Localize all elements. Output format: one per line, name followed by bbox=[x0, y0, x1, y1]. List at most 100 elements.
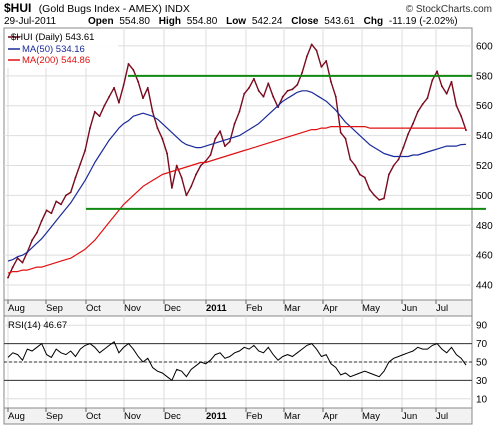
high-value: 554.80 bbox=[187, 16, 218, 27]
x-tick-label: Aug bbox=[8, 303, 25, 314]
chg-value: -11.19 (-2.02%) bbox=[389, 16, 458, 27]
price-point bbox=[146, 86, 149, 89]
price-point bbox=[7, 276, 9, 279]
price-point bbox=[354, 164, 356, 167]
price-point bbox=[84, 149, 86, 152]
price-point bbox=[301, 71, 303, 74]
price-point bbox=[180, 176, 183, 179]
price-point bbox=[40, 219, 43, 222]
x-tick-label: Nov bbox=[124, 303, 141, 314]
price-point bbox=[74, 176, 77, 179]
price-point bbox=[45, 209, 48, 212]
price-point bbox=[11, 266, 14, 268]
price-point bbox=[55, 200, 58, 203]
x-tick-label: Mar bbox=[284, 303, 300, 314]
price-point bbox=[190, 185, 193, 188]
price-y-tick-label: 560 bbox=[476, 101, 493, 112]
price-point bbox=[142, 97, 144, 100]
bottom-x-axis: Aug Sep Oct Nov Dec 2011 Feb Mar Apr May Jun Jul bbox=[7, 408, 448, 422]
price-point bbox=[79, 163, 82, 165]
price-y-tick-label: 580 bbox=[476, 71, 493, 82]
price-y-tick-label: 440 bbox=[476, 281, 493, 292]
x-tick-label: Apr bbox=[323, 303, 338, 314]
price-point bbox=[171, 187, 173, 189]
ohlc-line: 29-Jul-2011 Open 554.80 High 554.80 Low … bbox=[4, 16, 458, 27]
price-point bbox=[402, 146, 405, 149]
price-point bbox=[103, 104, 106, 107]
low-label: Low bbox=[226, 16, 246, 27]
price-point bbox=[204, 160, 207, 162]
price-point bbox=[344, 137, 347, 140]
price-point bbox=[281, 95, 284, 98]
x-tick-label: Oct bbox=[86, 303, 101, 314]
open-value: 554.80 bbox=[119, 16, 150, 27]
price-point bbox=[151, 110, 154, 113]
x-tick-label: Mar bbox=[284, 411, 300, 422]
price-point bbox=[465, 129, 467, 132]
price-point bbox=[368, 188, 371, 191]
rsi-line bbox=[7, 341, 467, 382]
price-point bbox=[373, 194, 376, 197]
rsi-y-tick-label: 70 bbox=[476, 339, 488, 350]
price-point bbox=[306, 55, 308, 58]
legend: $HUI (Daily) 543.61 MA(50) 534.16 MA(200… bbox=[8, 32, 94, 66]
price-point bbox=[286, 89, 289, 92]
symbol-title: $HUI (Gold Bugs Index - AMEX) INDX bbox=[4, 1, 190, 15]
x-tick-label: Jul bbox=[436, 303, 448, 314]
price-point bbox=[431, 79, 434, 82]
date-value: 29-Jul-2011 bbox=[4, 16, 57, 27]
index-name: (Gold Bugs Index - AMEX) INDX bbox=[39, 3, 190, 15]
price-point bbox=[137, 80, 140, 83]
symbol-label: $HUI bbox=[4, 1, 31, 15]
price-point bbox=[243, 92, 246, 95]
legend-price-label: $HUI (Daily) 543.61 bbox=[11, 32, 94, 43]
price-point bbox=[421, 103, 424, 106]
price-point bbox=[334, 95, 337, 98]
price-point bbox=[378, 199, 381, 201]
x-tick-label: 2011 bbox=[206, 411, 227, 422]
ma200-line bbox=[7, 125, 467, 274]
price-point bbox=[436, 70, 438, 73]
rsi-grid bbox=[4, 316, 472, 408]
rsi-y-tick-label: 10 bbox=[476, 394, 488, 405]
price-point bbox=[416, 110, 419, 113]
x-tick-label: 2011 bbox=[206, 303, 227, 314]
high-label: High bbox=[159, 16, 181, 27]
price-point bbox=[219, 130, 222, 133]
low-value: 542.24 bbox=[252, 16, 283, 27]
price-point bbox=[412, 122, 414, 125]
price-point bbox=[296, 83, 299, 86]
rsi-panel: 10 30 50 70 90 RSI(14) 46.67 bbox=[3, 315, 488, 409]
price-point bbox=[161, 137, 164, 140]
x-tick-label: Feb bbox=[246, 303, 262, 314]
x-tick-label: Dec bbox=[164, 303, 181, 314]
x-tick-label: Apr bbox=[323, 411, 338, 422]
price-point bbox=[315, 49, 318, 52]
price-point bbox=[253, 77, 255, 80]
rsi-y-tick-label: 90 bbox=[476, 321, 488, 332]
price-point bbox=[69, 191, 72, 194]
price-point bbox=[89, 127, 91, 129]
x-tick-label: Sep bbox=[46, 411, 63, 422]
price-y-tick-label: 460 bbox=[476, 251, 493, 262]
price-point bbox=[392, 164, 395, 167]
price-point bbox=[320, 66, 323, 68]
price-point bbox=[113, 86, 115, 89]
close-value: 543.61 bbox=[324, 16, 355, 27]
price-point bbox=[445, 92, 448, 95]
rsi-legend-label: RSI(14) 46.67 bbox=[8, 320, 67, 331]
price-point bbox=[397, 158, 400, 161]
price-point bbox=[267, 82, 270, 85]
price-point bbox=[388, 173, 390, 176]
price-point bbox=[248, 86, 251, 89]
price-point bbox=[233, 122, 236, 125]
price-point bbox=[339, 131, 342, 134]
price-y-axis: 440 460 480 500 520 540 560 580 600 bbox=[476, 41, 493, 291]
price-point bbox=[50, 212, 53, 215]
x-tick-label: Aug bbox=[8, 411, 25, 422]
price-point bbox=[330, 80, 332, 83]
price-y-tick-label: 540 bbox=[476, 131, 493, 142]
price-point bbox=[108, 95, 111, 98]
